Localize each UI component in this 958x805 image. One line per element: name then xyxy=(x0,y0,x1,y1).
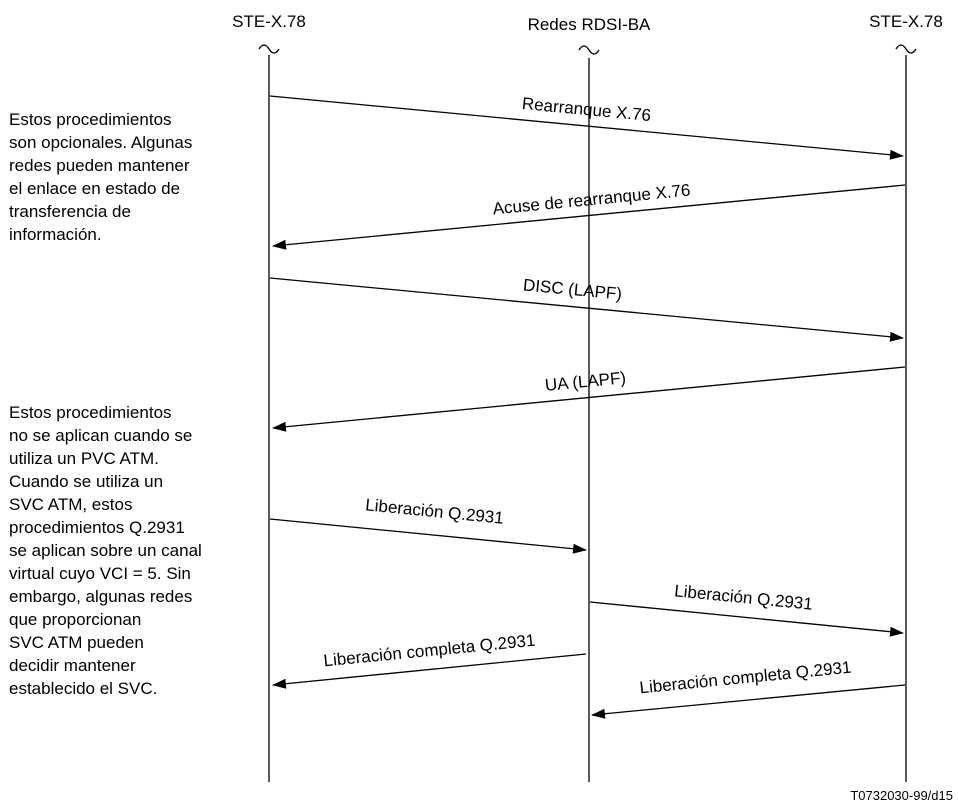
note-line: información. xyxy=(9,225,102,244)
message-arrow-6 xyxy=(589,601,904,637)
note-line: el enlace en estado de xyxy=(9,179,180,198)
note-line: SVC ATM, estos xyxy=(9,495,132,514)
message-label-5: Liberación Q.2931 xyxy=(364,495,504,527)
note-line: decidir mantener xyxy=(9,656,136,675)
message-arrow-8 xyxy=(591,684,906,719)
entity-center-tilde xyxy=(578,45,600,55)
note-line: redes pueden mantener xyxy=(9,156,190,175)
note-line: Estos procedimientos xyxy=(9,110,172,129)
note-line: se aplican sobre un canal xyxy=(9,541,202,560)
figure-reference: T0732030-99/d15 xyxy=(850,788,953,803)
note-line: establecido el SVC. xyxy=(9,679,157,698)
message-label-4: UA (LAPF) xyxy=(544,368,627,395)
entity-center-label: Redes RDSI-BA xyxy=(528,15,651,34)
message-label-1: Rearranque X.76 xyxy=(521,94,652,125)
note-line: que proporcionan xyxy=(9,610,141,629)
entity-left-label: STE-X.78 xyxy=(232,12,306,31)
note-line: SVC ATM pueden xyxy=(9,633,144,652)
note-line: transferencia de xyxy=(9,202,131,221)
message-label-3: DISC (LAPF) xyxy=(522,275,623,303)
note-line: no se aplican cuando se xyxy=(9,426,192,445)
note-line: utiliza un PVC ATM. xyxy=(9,449,159,468)
message-arrow-4 xyxy=(272,366,906,432)
note-line: embargo, algunas redes xyxy=(9,587,192,606)
message-arrow-3 xyxy=(269,277,904,342)
entity-right-tilde xyxy=(895,44,917,54)
message-arrow-7 xyxy=(272,653,587,689)
note-line: Cuando se utiliza un xyxy=(9,472,163,491)
message-label-6: Liberación Q.2931 xyxy=(673,581,813,613)
note-optional-procedures: Estos procedimientos son opcionales. Alg… xyxy=(9,110,192,244)
entity-left-tilde xyxy=(258,44,280,54)
note-line: procedimientos Q.2931 xyxy=(9,518,185,537)
note-line: son opcionales. Algunas xyxy=(9,133,192,152)
entity-right-label: STE-X.78 xyxy=(869,12,943,31)
note-line: virtual cuyo VCI = 5. Sin xyxy=(9,564,191,583)
message-label-2: Acuse de rearranque X.76 xyxy=(492,181,691,219)
note-line: Estos procedimientos xyxy=(9,403,172,422)
message-arrow-5 xyxy=(269,518,587,554)
message-arrow-1 xyxy=(269,95,904,160)
message-label-7: Liberación completa Q.2931 xyxy=(323,631,536,671)
message-label-8: Liberación completa Q.2931 xyxy=(639,658,852,698)
note-atm-procedures: Estos procedimientos no se aplican cuand… xyxy=(9,403,202,698)
message-arrow-2 xyxy=(272,184,906,250)
